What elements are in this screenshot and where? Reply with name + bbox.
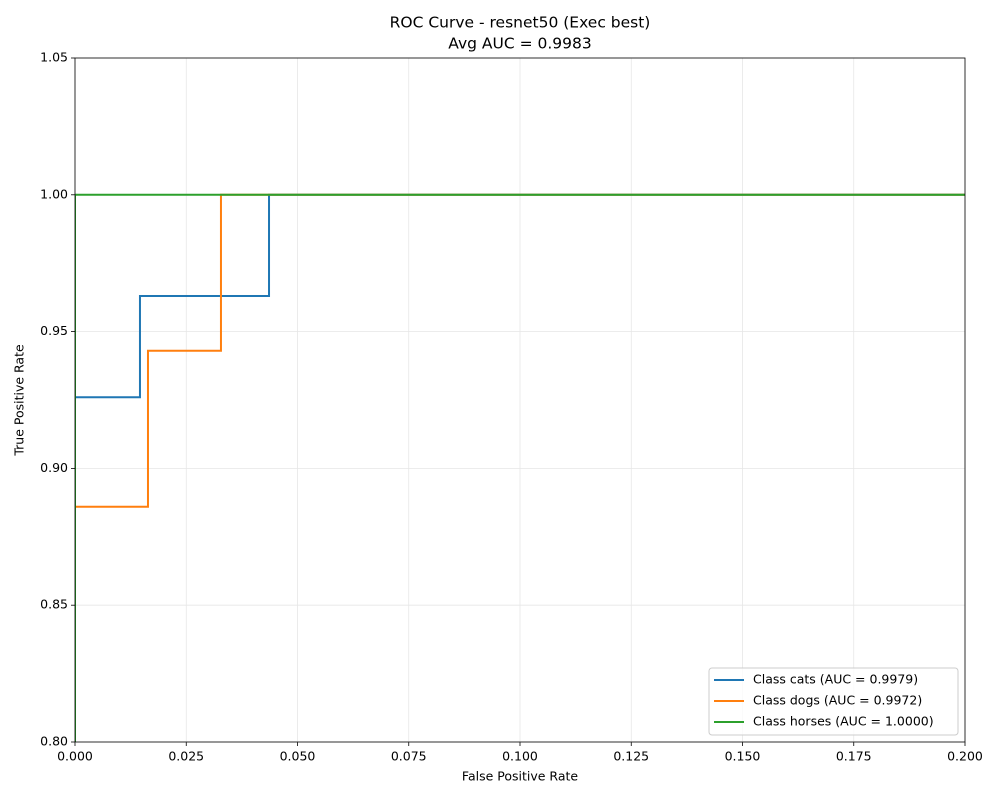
y-tick-label: 0.85 — [40, 597, 68, 612]
legend-label: Class dogs (AUC = 0.9972) — [753, 693, 922, 708]
chart-title: ROC Curve - resnet50 (Exec best) — [390, 14, 651, 32]
y-tick-label: 1.00 — [40, 186, 68, 201]
plot-frame — [74, 57, 966, 743]
x-axis-label: False Positive Rate — [462, 769, 578, 784]
y-tick-label: 0.95 — [40, 323, 68, 338]
y-tick-label: 0.80 — [40, 734, 68, 749]
x-tick-label: 0.175 — [836, 749, 872, 764]
x-tick-label: 0.125 — [613, 749, 649, 764]
x-tick-label: 0.150 — [725, 749, 761, 764]
legend-box — [708, 667, 959, 736]
legend-label: Class horses (AUC = 1.0000) — [753, 714, 934, 729]
plot-area — [75, 193, 965, 742]
y-tick-label: 0.90 — [40, 460, 68, 475]
x-tick-label: 0.075 — [391, 749, 427, 764]
y-tick-label: 1.05 — [40, 50, 68, 65]
x-tick-label: 0.025 — [168, 749, 204, 764]
x-tick-label: 0.100 — [502, 749, 538, 764]
x-tick-label: 0.000 — [57, 749, 93, 764]
y-axis-label: True Positive Rate — [12, 344, 27, 457]
chart-subtitle: Avg AUC = 0.9983 — [448, 35, 591, 53]
legend-label: Class cats (AUC = 0.9979) — [753, 672, 918, 687]
x-tick-label: 0.050 — [280, 749, 316, 764]
x-tick-label: 0.200 — [947, 749, 983, 764]
